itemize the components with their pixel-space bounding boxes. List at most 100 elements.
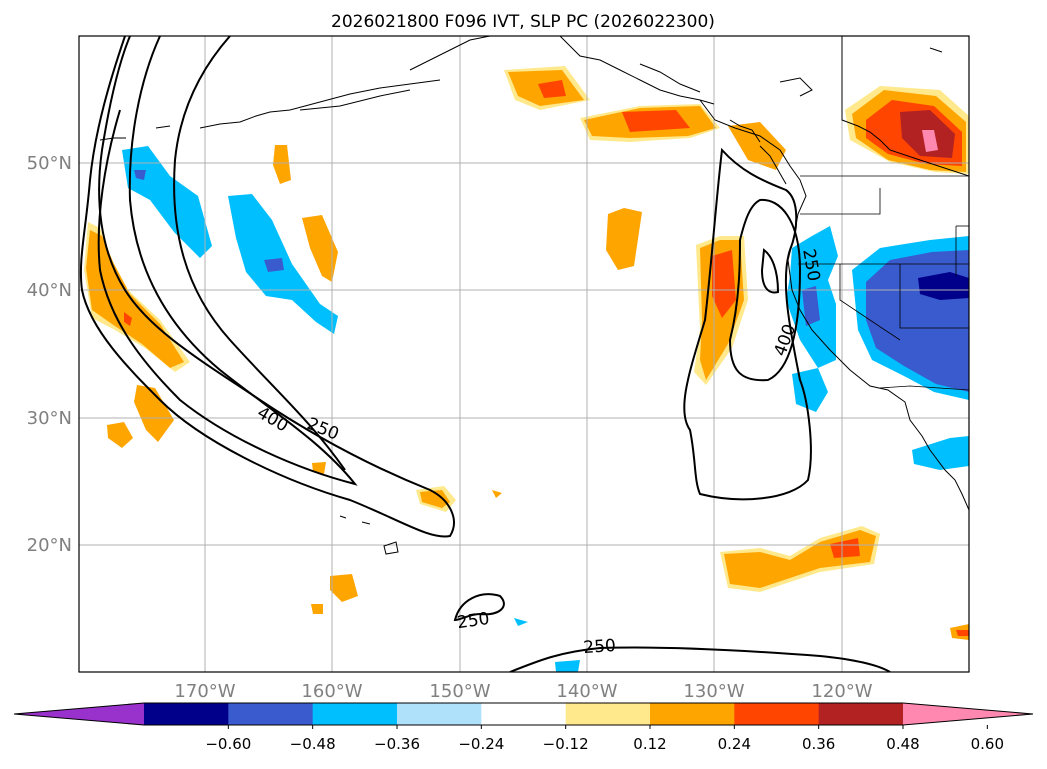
lon-label: 150°W: [429, 681, 490, 702]
colorbar-segment: [397, 703, 482, 725]
colorbar-extend-max: [903, 703, 1033, 725]
colorbar-tick-label: 0.36: [802, 735, 835, 753]
lat-label: 40°N: [27, 280, 72, 301]
coastline: [361, 521, 371, 525]
ivt-positive-region: [311, 604, 323, 614]
ivt-negative-region: [792, 368, 828, 412]
graticule: [79, 36, 969, 672]
colorbar-segment: [734, 703, 820, 725]
colorbar-tick-label: −0.12: [543, 735, 589, 753]
ivt-negative-region: [134, 170, 146, 180]
coastline: [779, 77, 813, 97]
coastline: [339, 515, 347, 519]
contour-line: [453, 593, 505, 622]
coastline: [559, 36, 715, 105]
colorbar-tick-label: −0.36: [374, 735, 420, 753]
boundaries: [798, 175, 969, 391]
ivt-positive-region: [622, 110, 690, 132]
colorbar-extend-min: [14, 703, 144, 725]
ivt-positive-region: [134, 385, 174, 442]
ivt-positive-region: [302, 215, 338, 282]
coastlines: [99, 36, 969, 555]
colorbar-tick-label: 0.60: [971, 735, 1004, 753]
ivt-positive-region: [538, 80, 566, 98]
contour-line: [79, 36, 455, 538]
contour-line: [760, 248, 780, 294]
lat-label: 50°N: [27, 153, 72, 174]
border-state: [800, 188, 881, 215]
slp-contours: [79, 36, 891, 672]
ivt-positive-region: [330, 574, 358, 602]
ivt-positive-region: [956, 630, 969, 636]
coastline: [199, 79, 441, 129]
ivt-positive-region: [830, 538, 860, 558]
colorbar: −0.60 −0.48 −0.36 −0.24 −0.12 0.12 0.24 0.36 0.4…: [13, 702, 1034, 753]
ivt-negative-region: [555, 660, 580, 672]
map-area: 400 250 250 250 400 250: [79, 36, 969, 672]
colorbar-segment: [312, 703, 398, 725]
ivt-positive-region: [273, 145, 291, 184]
ivt-negative-region: [514, 618, 528, 626]
border-state: [899, 264, 969, 329]
coastline: [299, 89, 411, 111]
ivt-positive-region: [107, 422, 133, 448]
lat-label: 20°N: [27, 535, 72, 556]
ivt-positive-region: [420, 490, 450, 508]
lat-label: 30°N: [27, 408, 72, 429]
ivt-negative-region: [264, 258, 284, 272]
coastline: [409, 36, 491, 71]
ivt-negative-region: [802, 286, 820, 326]
coastline: [155, 125, 171, 129]
border-us-mexico: [879, 385, 969, 391]
coastline: [841, 36, 969, 177]
ivt-negative-region: [912, 436, 969, 470]
ivt-positive-region: [312, 462, 326, 474]
lat-labels: 50°N 40°N 30°N 20°N: [27, 153, 72, 556]
colorbar-tick-label: 0.12: [633, 735, 666, 753]
coastline: [929, 47, 943, 53]
coastline: [729, 119, 761, 143]
map-frame: [78, 35, 970, 673]
contour-line: [97, 36, 358, 486]
ivt-negative-region: [918, 272, 969, 300]
figure-title: 2026021800 F096 IVT, SLP PC (2026022300): [331, 12, 715, 32]
ivt-shading: [84, 66, 969, 672]
colorbar-tick-label: −0.48: [290, 735, 336, 753]
colorbar-segment: [228, 703, 314, 725]
colorbar-outline: [13, 702, 1034, 726]
colorbar-tick-label: −0.24: [458, 735, 504, 753]
lon-label: 130°W: [683, 681, 744, 702]
ivt-positive-region: [124, 312, 132, 326]
lon-label: 160°W: [301, 681, 362, 702]
colorbar-tick-label: 0.24: [718, 735, 751, 753]
colorbar-segment: [650, 703, 735, 725]
border-state: [839, 264, 901, 341]
contour-line: [509, 646, 891, 672]
ivt-positive-region: [492, 490, 502, 498]
ivt-positive-region: [712, 250, 736, 318]
lon-label: 120°W: [811, 681, 872, 702]
colorbar-segment: [481, 703, 567, 725]
coastline: [639, 63, 701, 93]
coastline: [759, 145, 787, 185]
contour-line: [173, 36, 346, 471]
contour-label: 250: [456, 609, 491, 633]
contour-line: [683, 147, 812, 501]
lon-label: 170°W: [174, 681, 235, 702]
ivt-positive-region: [922, 130, 938, 152]
coastline: [699, 99, 969, 511]
colorbar-tick-label: −0.60: [205, 735, 251, 753]
coastline: [383, 541, 399, 555]
lon-labels: 170°W 160°W 150°W 140°W 130°W 120°W: [174, 681, 872, 702]
ivt-positive-region: [606, 208, 642, 270]
contour-label: 250: [583, 636, 617, 658]
colorbar-tick-label: 0.48: [886, 735, 919, 753]
contour-line: [728, 198, 802, 382]
colorbar-segment: [144, 703, 229, 725]
ivt-positive-region: [86, 230, 184, 368]
lon-label: 140°W: [556, 681, 617, 702]
colorbar-segment: [565, 703, 651, 725]
colorbar-segment: [818, 703, 904, 725]
